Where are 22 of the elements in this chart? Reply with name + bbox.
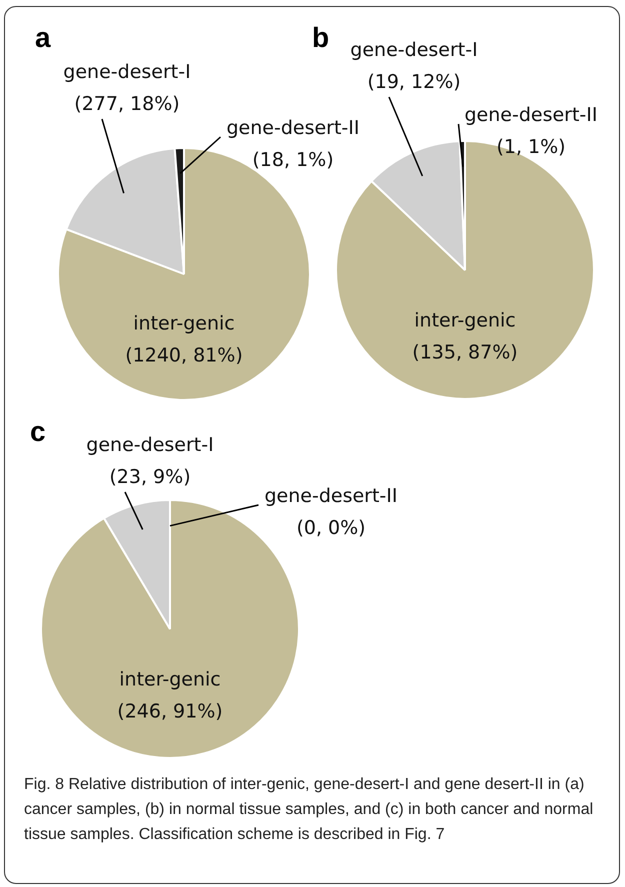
chart-title: a	[35, 22, 51, 54]
slice-label: inter-genic	[414, 310, 516, 332]
data-label: (19, 12%)	[367, 70, 461, 93]
caption: Fig. 8 Relative distribution of inter-genic, gene-desert-I and gene desert-II in (a) cancer samples, (b) in normal tissue samples, and (c) in both cancer and normal tissue samples. Classification scheme is described in Fig. 7	[24, 775, 594, 845]
slice-label: gene-desert-II	[226, 116, 360, 139]
category-label: gene-desert-II	[264, 484, 398, 507]
data-label: (135, 87%)	[412, 342, 518, 364]
slice-label: gene-desert-I	[86, 434, 214, 456]
slice-label: gene-desert-I	[350, 38, 478, 61]
data-label: (23, 9%)	[109, 466, 191, 488]
chart-title: c	[30, 416, 46, 448]
text: (0, 0%)	[296, 516, 366, 539]
data-label: (18, 1%)	[252, 148, 334, 171]
data-label: (1, 1%)	[496, 136, 566, 158]
data-label: (1240, 81%)	[125, 344, 243, 366]
data-label: (277, 18%)	[74, 92, 180, 115]
slice-label: gene-desert-II	[464, 104, 598, 126]
slice-label: gene-desert-I	[63, 60, 191, 83]
slice-label: inter-genic	[133, 312, 235, 334]
chart-title: b	[312, 22, 330, 54]
data-label: (246, 91%)	[117, 700, 223, 723]
slice-label: inter-genic	[119, 668, 221, 691]
